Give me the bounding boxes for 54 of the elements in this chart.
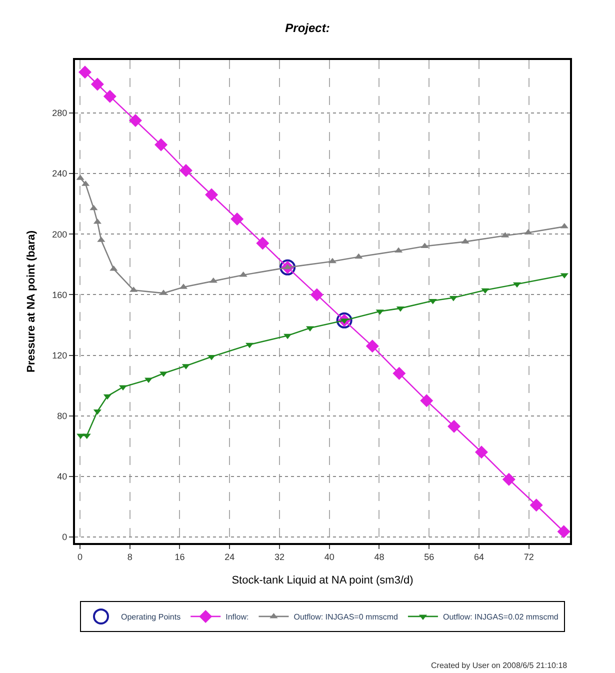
x-tick-label: 16 [174,552,185,562]
point [394,247,403,253]
y-tick-label: 240 [52,168,68,179]
x-tick-label: 48 [374,552,384,562]
y-tick-label: 200 [52,229,68,240]
point [78,66,92,79]
point [90,78,104,91]
point [103,394,112,400]
y-axis-title: Pressure at NA point (bara) [25,230,38,373]
point [205,188,218,202]
point [557,525,570,538]
legend-label: Outflow: INJGAS=0 mmscmd [294,612,398,622]
point [448,420,461,433]
x-tick-label: 72 [524,552,534,562]
chart-title: Project: [285,20,330,35]
point [474,446,488,459]
point [449,296,458,302]
legend-label: Outflow: INJGAS=0.02 mmscmd [442,612,558,622]
point [230,212,244,226]
point [128,114,142,128]
point [179,164,192,178]
x-axis-title: Stock-tank Liquid at NA point (sm3/d) [232,574,414,586]
x-tick-label: 40 [324,552,334,562]
legend-label: Inflow: [226,612,249,622]
point [366,340,379,353]
point [90,204,98,210]
x-tick-label: 64 [474,552,484,562]
legend-label: Operating Points [121,612,181,622]
point [103,90,116,103]
point [502,472,516,486]
point [481,288,490,294]
y-tick-label: 80 [57,410,68,421]
point [530,498,543,512]
x-tick-label: 8 [127,552,132,562]
point [284,334,292,340]
point [110,265,118,271]
y-tick-label: 160 [52,290,68,300]
y-tick-label: 280 [52,108,68,118]
point [420,394,434,408]
x-tick-label: 24 [224,552,235,562]
text: Created by User on 2008/6/5 21:10:18 [431,661,568,670]
y-tick-label: 40 [57,472,68,482]
point [354,253,363,259]
point [428,298,437,304]
x-tick-label: 0 [77,552,82,562]
point [310,288,324,302]
point [246,342,254,348]
point [154,138,168,152]
x-tick-label: 32 [274,552,284,562]
point [392,366,406,380]
y-tick-label: 120 [52,350,68,360]
x-tick-label: 56 [424,552,434,562]
y-tick-label: 0 [62,532,68,542]
point [256,236,270,250]
